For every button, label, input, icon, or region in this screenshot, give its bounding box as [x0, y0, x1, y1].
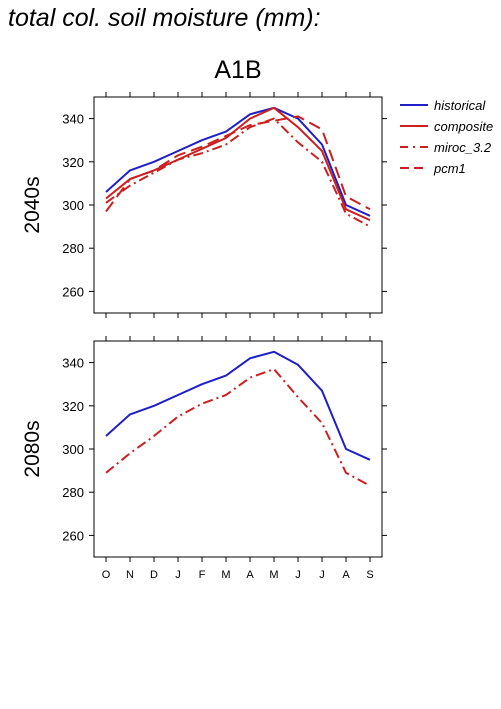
- y-tick-label: 340: [62, 356, 84, 371]
- legend-item: composite: [434, 119, 493, 134]
- series-line-pcm1: [105, 115, 371, 213]
- panel-label: 2040s: [21, 176, 44, 233]
- series-line-miroc-3-2: [105, 368, 371, 487]
- y-tick-label: 260: [62, 284, 84, 299]
- x-tick-label: S: [366, 569, 373, 581]
- legend-item: historical: [434, 98, 486, 113]
- x-tick-label: A: [342, 569, 350, 581]
- x-tick-label: M: [269, 569, 278, 581]
- x-tick-label: A: [246, 569, 254, 581]
- legend-item: miroc_3.2: [434, 140, 492, 155]
- series-line-historical: [105, 350, 371, 461]
- y-tick-label: 260: [62, 528, 84, 543]
- y-tick-label: 280: [62, 241, 84, 256]
- x-tick-label: N: [126, 569, 134, 581]
- series-line-historical: [105, 106, 371, 217]
- x-tick-label: J: [175, 569, 181, 581]
- x-tick-label: J: [319, 569, 325, 581]
- panel-label: 2080s: [21, 420, 44, 477]
- x-tick-label: J: [295, 569, 301, 581]
- x-tick-label: D: [150, 569, 158, 581]
- y-tick-label: 320: [62, 155, 84, 170]
- page-title: total col. soil moisture (mm):: [8, 4, 321, 32]
- y-tick-label: 320: [62, 399, 84, 414]
- x-tick-label: F: [199, 569, 206, 581]
- x-tick-label: M: [221, 569, 230, 581]
- x-tick-label: O: [102, 569, 111, 581]
- series-line-miroc-3-2: [105, 117, 371, 228]
- y-tick-label: 300: [62, 198, 84, 213]
- y-tick-label: 340: [62, 112, 84, 127]
- y-tick-label: 300: [62, 442, 84, 457]
- legend-item: pcm1: [433, 161, 466, 176]
- plot-frame: [93, 340, 383, 558]
- scenario-title: A1B: [214, 56, 262, 84]
- y-tick-label: 280: [62, 485, 84, 500]
